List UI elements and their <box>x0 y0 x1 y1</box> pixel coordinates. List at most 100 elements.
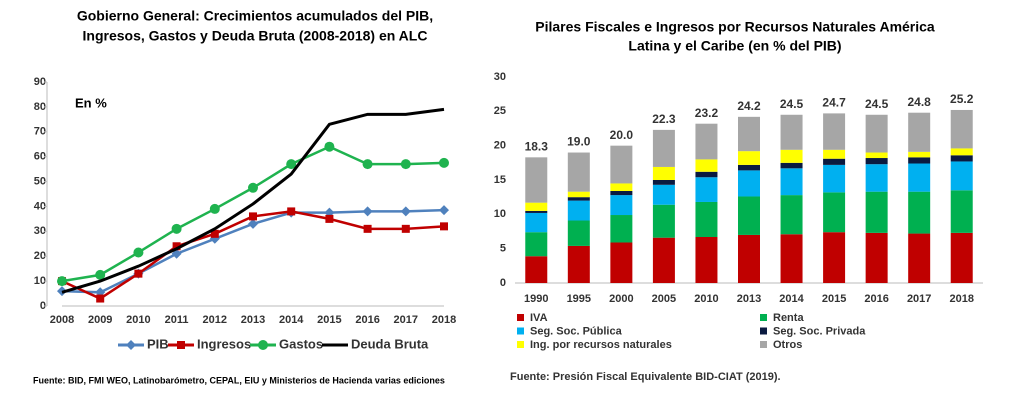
marker <box>57 276 67 287</box>
legend-swatch <box>760 341 767 348</box>
bar-segment <box>738 151 760 165</box>
legend-label: Ingresos <box>197 336 251 351</box>
bar-segment <box>780 162 803 169</box>
bar-segment <box>823 232 846 283</box>
bar-segment <box>908 112 931 152</box>
x-tick-label: 2010 <box>694 293 718 305</box>
y-tick-label: 5 <box>500 243 506 255</box>
total-label: 23.2 <box>695 106 719 120</box>
total-label: 24.5 <box>865 97 889 111</box>
legend-label: Otros <box>773 339 802 351</box>
annotation: En % <box>75 95 107 110</box>
source: Fuente: BID, FMI WEO, Latinobarómetro, C… <box>33 375 445 385</box>
marker <box>439 157 449 168</box>
marker <box>401 224 410 233</box>
x-tick-label: 2012 <box>203 314 227 326</box>
bar-segment <box>780 195 803 235</box>
bar-segment <box>567 200 590 221</box>
total-label: 24.5 <box>780 97 804 111</box>
y-tick-label: 0 <box>500 277 506 289</box>
bar-segment <box>865 164 888 192</box>
y-tick-label: 80 <box>34 101 46 113</box>
bar-segment <box>908 233 931 283</box>
total-label: 18.3 <box>525 140 549 154</box>
bar-segment <box>525 202 548 211</box>
marker <box>96 294 105 303</box>
x-tick-label: 2010 <box>126 314 150 326</box>
bar-segment <box>695 236 718 283</box>
x-tick-label: 2015 <box>317 314 341 326</box>
bar-segment <box>610 242 633 283</box>
marker <box>134 269 143 278</box>
y-tick-label: 10 <box>34 275 46 287</box>
y-tick-label: 20 <box>34 250 46 262</box>
marker <box>133 247 144 258</box>
x-tick-label: 2013 <box>241 314 265 326</box>
marker <box>171 223 182 234</box>
legend-label: Renta <box>773 312 804 324</box>
y-tick-label: 25 <box>494 105 506 117</box>
bar-segment <box>567 245 590 283</box>
x-tick-label: 2011 <box>165 314 189 326</box>
bar-segment <box>823 149 846 159</box>
legend-label: Seg. Soc. Pública <box>530 325 623 337</box>
bar-segment <box>525 210 548 213</box>
bar-segment <box>865 114 888 153</box>
x-tick-label: 2005 <box>652 293 676 305</box>
bar-segment <box>738 196 760 235</box>
marker <box>325 214 334 223</box>
marker <box>209 203 220 214</box>
bar-segment <box>950 232 973 283</box>
y-tick-label: 30 <box>34 225 46 237</box>
bar-segment <box>695 171 718 178</box>
x-tick-label: 2017 <box>394 314 418 326</box>
bar-segment <box>652 166 675 180</box>
bar-segment <box>610 183 633 191</box>
marker <box>287 207 296 216</box>
bar-segment <box>950 109 973 149</box>
source: Fuente: Presión Fiscal Equivalente BID-C… <box>510 371 781 383</box>
chart-title: Latina y el Caribe (en % del PIB) <box>628 38 841 54</box>
legend-label: Gastos <box>279 336 323 351</box>
x-tick-label: 2018 <box>432 314 456 326</box>
legend-label: Deuda Bruta <box>351 336 429 351</box>
bar-segment <box>908 157 931 164</box>
bar-segment <box>950 161 973 191</box>
legend-label: IVA <box>530 312 548 324</box>
x-tick-label: 2009 <box>88 314 112 326</box>
marker <box>248 182 258 193</box>
marker <box>439 205 449 216</box>
x-tick-label: 2000 <box>609 293 633 305</box>
marker <box>362 206 373 217</box>
bar-segment <box>695 123 718 160</box>
total-label: 24.7 <box>822 96 846 110</box>
x-tick-label: 2014 <box>279 314 304 326</box>
legend-swatch <box>517 341 524 348</box>
bar-segment <box>567 152 590 192</box>
bar-segment <box>525 256 548 283</box>
x-tick-label: 2014 <box>779 293 804 305</box>
y-tick-label: 50 <box>34 175 46 187</box>
bar-segment <box>652 237 675 283</box>
marker <box>400 206 411 217</box>
x-tick-label: 2013 <box>737 293 761 305</box>
bar-segment <box>738 170 760 197</box>
total-label: 24.8 <box>908 95 932 109</box>
marker <box>172 242 181 251</box>
bar-segment <box>780 149 803 163</box>
bar-segment <box>567 220 590 246</box>
legend-label: PIB <box>147 336 169 351</box>
bar-segment <box>610 190 633 196</box>
y-tick-label: 40 <box>34 200 46 212</box>
bar-segment <box>823 192 846 233</box>
y-tick-label: 90 <box>34 76 46 88</box>
bar-segment <box>695 201 718 237</box>
bar-segment <box>610 195 633 216</box>
bar-segment <box>738 164 760 171</box>
bar-segment <box>738 116 760 152</box>
total-label: 24.2 <box>737 99 761 113</box>
marker <box>440 222 448 231</box>
x-tick-label: 2016 <box>355 314 379 326</box>
bar-segment <box>865 152 888 159</box>
